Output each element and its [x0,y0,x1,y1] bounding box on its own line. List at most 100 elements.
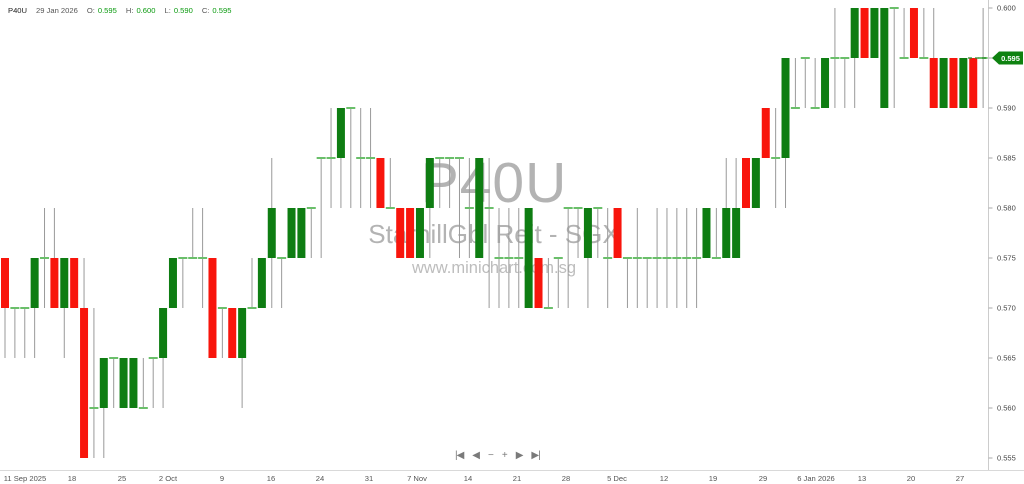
low-label: L: [164,6,171,15]
candle-body-down [969,58,978,108]
x-axis-label: 5 Dec [607,474,627,483]
candle-doji-dash [494,257,504,259]
step-forward-button[interactable]: ▶ [515,450,524,461]
candle-doji-dash [198,257,208,259]
x-axis-label: 31 [365,474,373,483]
candle-body-up [821,58,830,108]
low-value: 0.590 [173,6,193,15]
candle-body-up [119,358,128,408]
candle-doji-dash [464,207,474,209]
quote-date: 29 Jan 2026 [36,6,78,15]
last-price-badge [992,51,1023,65]
high-quote: H: 0.600 [126,6,156,15]
candle-doji-dash [632,257,642,259]
candle-doji-dash [138,407,148,409]
candle-body-up [99,358,108,408]
candle-body-up [297,208,306,258]
open-label: O: [86,6,95,15]
x-axis-label: 6 Jan 2026 [797,474,835,483]
step-back-button[interactable]: ◀ [472,450,480,461]
candle-body-up [425,158,434,208]
candle-doji-dash [840,57,850,59]
candle-doji-dash [217,307,227,309]
y-axis-label: 0.570 [997,304,1016,313]
chart-nav-controls: |◀ ◀ − + ▶ ▶| [455,449,541,463]
candle-body-down [376,158,385,208]
y-axis-label: 0.555 [997,454,1016,463]
candle-body-up [267,208,276,258]
x-axis-label: 18 [68,474,76,483]
candle-body-down [208,258,217,358]
x-axis-label: 14 [464,474,472,483]
skip-forward-button[interactable]: ▶| [531,450,540,461]
candle-doji-dash [810,107,820,109]
candle-doji-dash [682,257,692,259]
candle-doji-dash [109,357,119,359]
candle-body-down [949,58,958,108]
y-axis-label: 0.590 [997,104,1016,113]
candle-doji-dash [790,107,800,109]
candle-doji-dash [20,307,30,309]
candle-doji-dash [652,257,662,259]
candle-body-up [257,258,266,308]
candle-body-up [415,208,424,258]
close-label: C: [201,6,210,15]
candle-doji-dash [553,257,563,259]
x-axis-label: 25 [118,474,126,483]
candle-doji-dash [593,207,603,209]
candle-doji-dash [306,207,316,209]
candle-body-up [880,8,889,108]
candle-body-up [524,208,533,308]
candle-body-down [761,108,770,158]
high-value: 0.600 [136,6,156,15]
candle-doji-dash [662,257,672,259]
candle-doji-dash [445,157,455,159]
candle-doji-dash [543,307,553,309]
x-axis-label: 19 [709,474,717,483]
candle-body-down [929,58,938,108]
candle-doji-dash [188,257,198,259]
skip-back-button[interactable]: |◀ [455,450,464,461]
open-quote: O: 0.595 [87,6,117,15]
candle-doji-dash [642,257,652,259]
candle-body-up [30,258,39,308]
candle-body-up [870,8,879,58]
x-axis-label: 11 Sep 2025 [4,474,47,483]
last-price-badge-value: 0.595 [1001,54,1020,63]
candle-body-down [228,308,237,358]
candle-body-down [860,8,869,58]
candle-body-down [80,308,89,458]
candle-doji-dash [622,257,632,259]
candle-body-down [70,258,79,308]
candle-doji-dash [672,257,682,259]
candle-doji-dash [326,157,336,159]
candle-doji-dash [148,357,158,359]
candle-body-up [159,308,168,358]
zoom-in-button[interactable]: + [501,450,508,461]
open-value: 0.595 [97,6,117,15]
candle-body-down [396,208,405,258]
candle-doji-dash [800,57,810,59]
x-axis-label: 21 [513,474,521,483]
candle-doji-dash [899,57,909,59]
candle-doji-dash [366,157,376,159]
y-axis-label: 0.600 [997,4,1016,13]
candle-body-down [534,258,543,308]
high-label: H: [125,6,134,15]
candle-body-down [50,258,59,308]
candle-body-up [583,208,592,258]
x-axis-label: 7 Nov [407,474,427,483]
x-axis-label: 27 [956,474,964,483]
zoom-out-button[interactable]: − [488,450,494,461]
candle-body-up [60,258,69,308]
candle-body-up [168,258,177,308]
candle-doji-dash [356,157,366,159]
candle-body-down [909,8,918,58]
candle-body-up [702,208,711,258]
candle-doji-dash [563,207,573,209]
candle-doji-dash [573,207,583,209]
candle-doji-dash [771,157,781,159]
candle-body-up [781,58,790,158]
x-axis-label: 24 [316,474,324,483]
